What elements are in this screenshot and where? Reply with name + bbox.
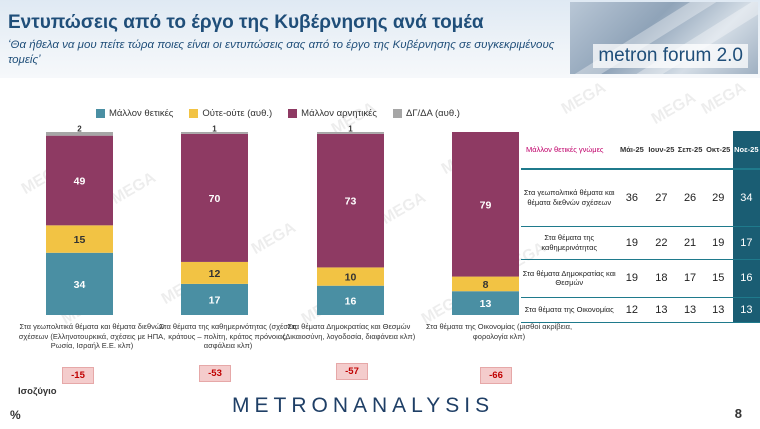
period-may-25: Μάι-25 xyxy=(617,131,647,170)
period-nov-25: Νοε-25 xyxy=(732,131,760,170)
table-cell: 19 xyxy=(617,259,647,298)
trend-table: Μάλλον θετικές γνώμες Μάι-25 Ιουν-25 Σεπ… xyxy=(521,131,760,323)
table-row: Στα γεωπολιτικά θέματα και θέματα διεθνώ… xyxy=(521,169,760,227)
category-label-democracy: Στα θέματα Δημοκρατίας και Θεσμών (Δικαι… xyxy=(282,322,416,341)
legend-label-negative: Μάλλον αρνητικές xyxy=(301,107,377,119)
table-cell-current: 13 xyxy=(732,297,760,323)
data-label-neutral-2: 10 xyxy=(345,272,357,284)
legend-swatch-neutral xyxy=(189,108,199,118)
metron-analysis-brand: METRONANALYSIS xyxy=(232,394,495,417)
page-number: 8 xyxy=(734,406,742,421)
bar-segment-dk-2 xyxy=(317,132,384,134)
data-label-dk-2: 1 xyxy=(348,125,353,134)
data-label-positive-0: 34 xyxy=(74,279,86,291)
bar-segment-neutral-0 xyxy=(46,225,113,253)
data-label-neutral-1: 12 xyxy=(209,268,221,280)
data-label-neutral-3: 8 xyxy=(483,279,489,291)
table-row: Στα θέματα της Οικονομίας 12 13 13 13 13 xyxy=(521,297,760,323)
table-cell: 18 xyxy=(646,259,677,298)
table-row: Στα θέματα της καθημερινότητας 19 22 21 … xyxy=(521,226,760,260)
page-title: Εντυπώσεις από το έργο της Κυβέρνησης αν… xyxy=(8,12,484,33)
category-label-daily-life: Στα θέματα της καθημερινότητας (σχέσεις … xyxy=(159,322,297,350)
unit-label: % xyxy=(10,408,21,422)
category-label-economy: Στα θέματα της Οικονομίας (μισθοί ακρίβε… xyxy=(425,322,573,341)
table-cell: 13 xyxy=(676,297,704,323)
balance-badge-geopolitics: -15 xyxy=(62,367,94,384)
table-cell: 22 xyxy=(646,226,677,260)
legend-item-dk: ΔΓ/ΔΑ (αυθ.) xyxy=(392,107,460,119)
table-cell-current: 17 xyxy=(732,226,760,260)
data-label-negative-3: 79 xyxy=(480,199,492,211)
table-cell-current: 16 xyxy=(732,259,760,298)
data-label-positive-3: 13 xyxy=(480,298,492,310)
data-label-negative-1: 70 xyxy=(209,193,221,205)
bar-segment-dk-1 xyxy=(181,132,248,134)
table-cell: 12 xyxy=(617,297,647,323)
legend-item-neutral: Ούτε-ούτε (αυθ.) xyxy=(189,108,272,119)
data-label-negative-0: 49 xyxy=(74,175,86,187)
row-label: Στα θέματα Δημοκρατίας και Θεσμών xyxy=(521,259,618,298)
metron-forum-logo: metron forum 2.0 xyxy=(570,2,758,74)
table-cell: 36 xyxy=(617,169,647,227)
trend-table-header-label: Μάλλον θετικές γνώμες xyxy=(521,131,618,170)
bar-segment-dk-0 xyxy=(46,132,113,136)
table-cell: 15 xyxy=(703,259,733,298)
row-label: Στα θέματα της καθημερινότητας xyxy=(521,226,618,260)
bar-segment-positive-3 xyxy=(452,291,519,315)
logo-text: metron forum 2.0 xyxy=(593,44,748,68)
legend-item-negative: Μάλλον αρνητικές xyxy=(288,108,377,119)
table-row: Στα θέματα Δημοκρατίας και Θεσμών 19 18 … xyxy=(521,259,760,298)
category-label-geopolitics: Στα γεωπολιτικά θέματα και θέματα διεθνώ… xyxy=(18,322,166,350)
data-label-positive-1: 17 xyxy=(209,294,221,306)
bar-segment-negative-1 xyxy=(181,133,248,262)
table-cell: 17 xyxy=(676,259,704,298)
page-subtitle: ‘Θα ήθελα να μου πείτε τώρα ποιες είναι … xyxy=(8,39,555,66)
table-cell: 13 xyxy=(703,297,733,323)
bar-segment-negative-2 xyxy=(317,133,384,268)
table-cell: 19 xyxy=(703,226,733,260)
bar-segment-neutral-2 xyxy=(317,267,384,286)
legend-label-neutral: Ούτε-ούτε (αυθ.) xyxy=(202,107,273,119)
legend-swatch-negative xyxy=(288,108,298,118)
period-oct-25: Οκτ-25 xyxy=(703,131,733,170)
balance-badge-democracy: -57 xyxy=(336,363,368,380)
header-band: Εντυπώσεις από το έργο της Κυβέρνησης αν… xyxy=(0,0,760,78)
bar-segment-positive-1 xyxy=(181,283,248,315)
table-cell: 29 xyxy=(703,169,733,227)
data-label-positive-2: 16 xyxy=(345,295,357,307)
legend-item-positive: Μάλλον θετικές xyxy=(96,108,173,119)
bar-segment-negative-0 xyxy=(46,135,113,226)
bar-segment-negative-3 xyxy=(452,132,519,277)
bar-segment-neutral-1 xyxy=(181,261,248,284)
data-label-negative-2: 73 xyxy=(345,196,357,208)
table-cell: 13 xyxy=(646,297,677,323)
row-label: Στα γεωπολιτικά θέματα και θέματα διεθνώ… xyxy=(521,169,618,227)
row-label: Στα θέματα της Οικονομίας xyxy=(521,297,618,323)
bar-segment-neutral-3 xyxy=(452,276,519,292)
legend-swatch-positive xyxy=(96,108,105,118)
balance-badge-daily-life: -53 xyxy=(199,365,231,382)
trend-table-header: Μάλλον θετικές γνώμες Μάι-25 Ιουν-25 Σεπ… xyxy=(521,131,760,170)
legend-label-dk: ΔΓ/ΔΑ (αυθ.) xyxy=(405,107,460,119)
data-label-neutral-0: 15 xyxy=(74,234,86,246)
chart-legend: Μάλλον θετικές Ούτε-ούτε (αυθ.) Μάλλον α… xyxy=(96,106,460,120)
table-cell-current: 34 xyxy=(732,169,760,227)
balance-note: Ισοζύγιο xyxy=(18,386,57,397)
balance-badge-economy: -66 xyxy=(480,367,512,384)
table-cell: 27 xyxy=(646,169,677,227)
data-label-dk-0: 2 xyxy=(77,125,82,134)
period-jun-25: Ιουν-25 xyxy=(646,131,677,170)
period-sep-25: Σεπ-25 xyxy=(676,131,704,170)
legend-label-positive: Μάλλον θετικές xyxy=(109,107,174,119)
bar-segment-positive-0 xyxy=(46,252,113,315)
legend-swatch-dk xyxy=(392,108,402,118)
data-label-dk-1: 1 xyxy=(212,125,217,134)
bar-segment-positive-2 xyxy=(317,285,384,315)
table-cell: 26 xyxy=(676,169,704,227)
table-cell: 19 xyxy=(617,226,647,260)
table-cell: 21 xyxy=(676,226,704,260)
